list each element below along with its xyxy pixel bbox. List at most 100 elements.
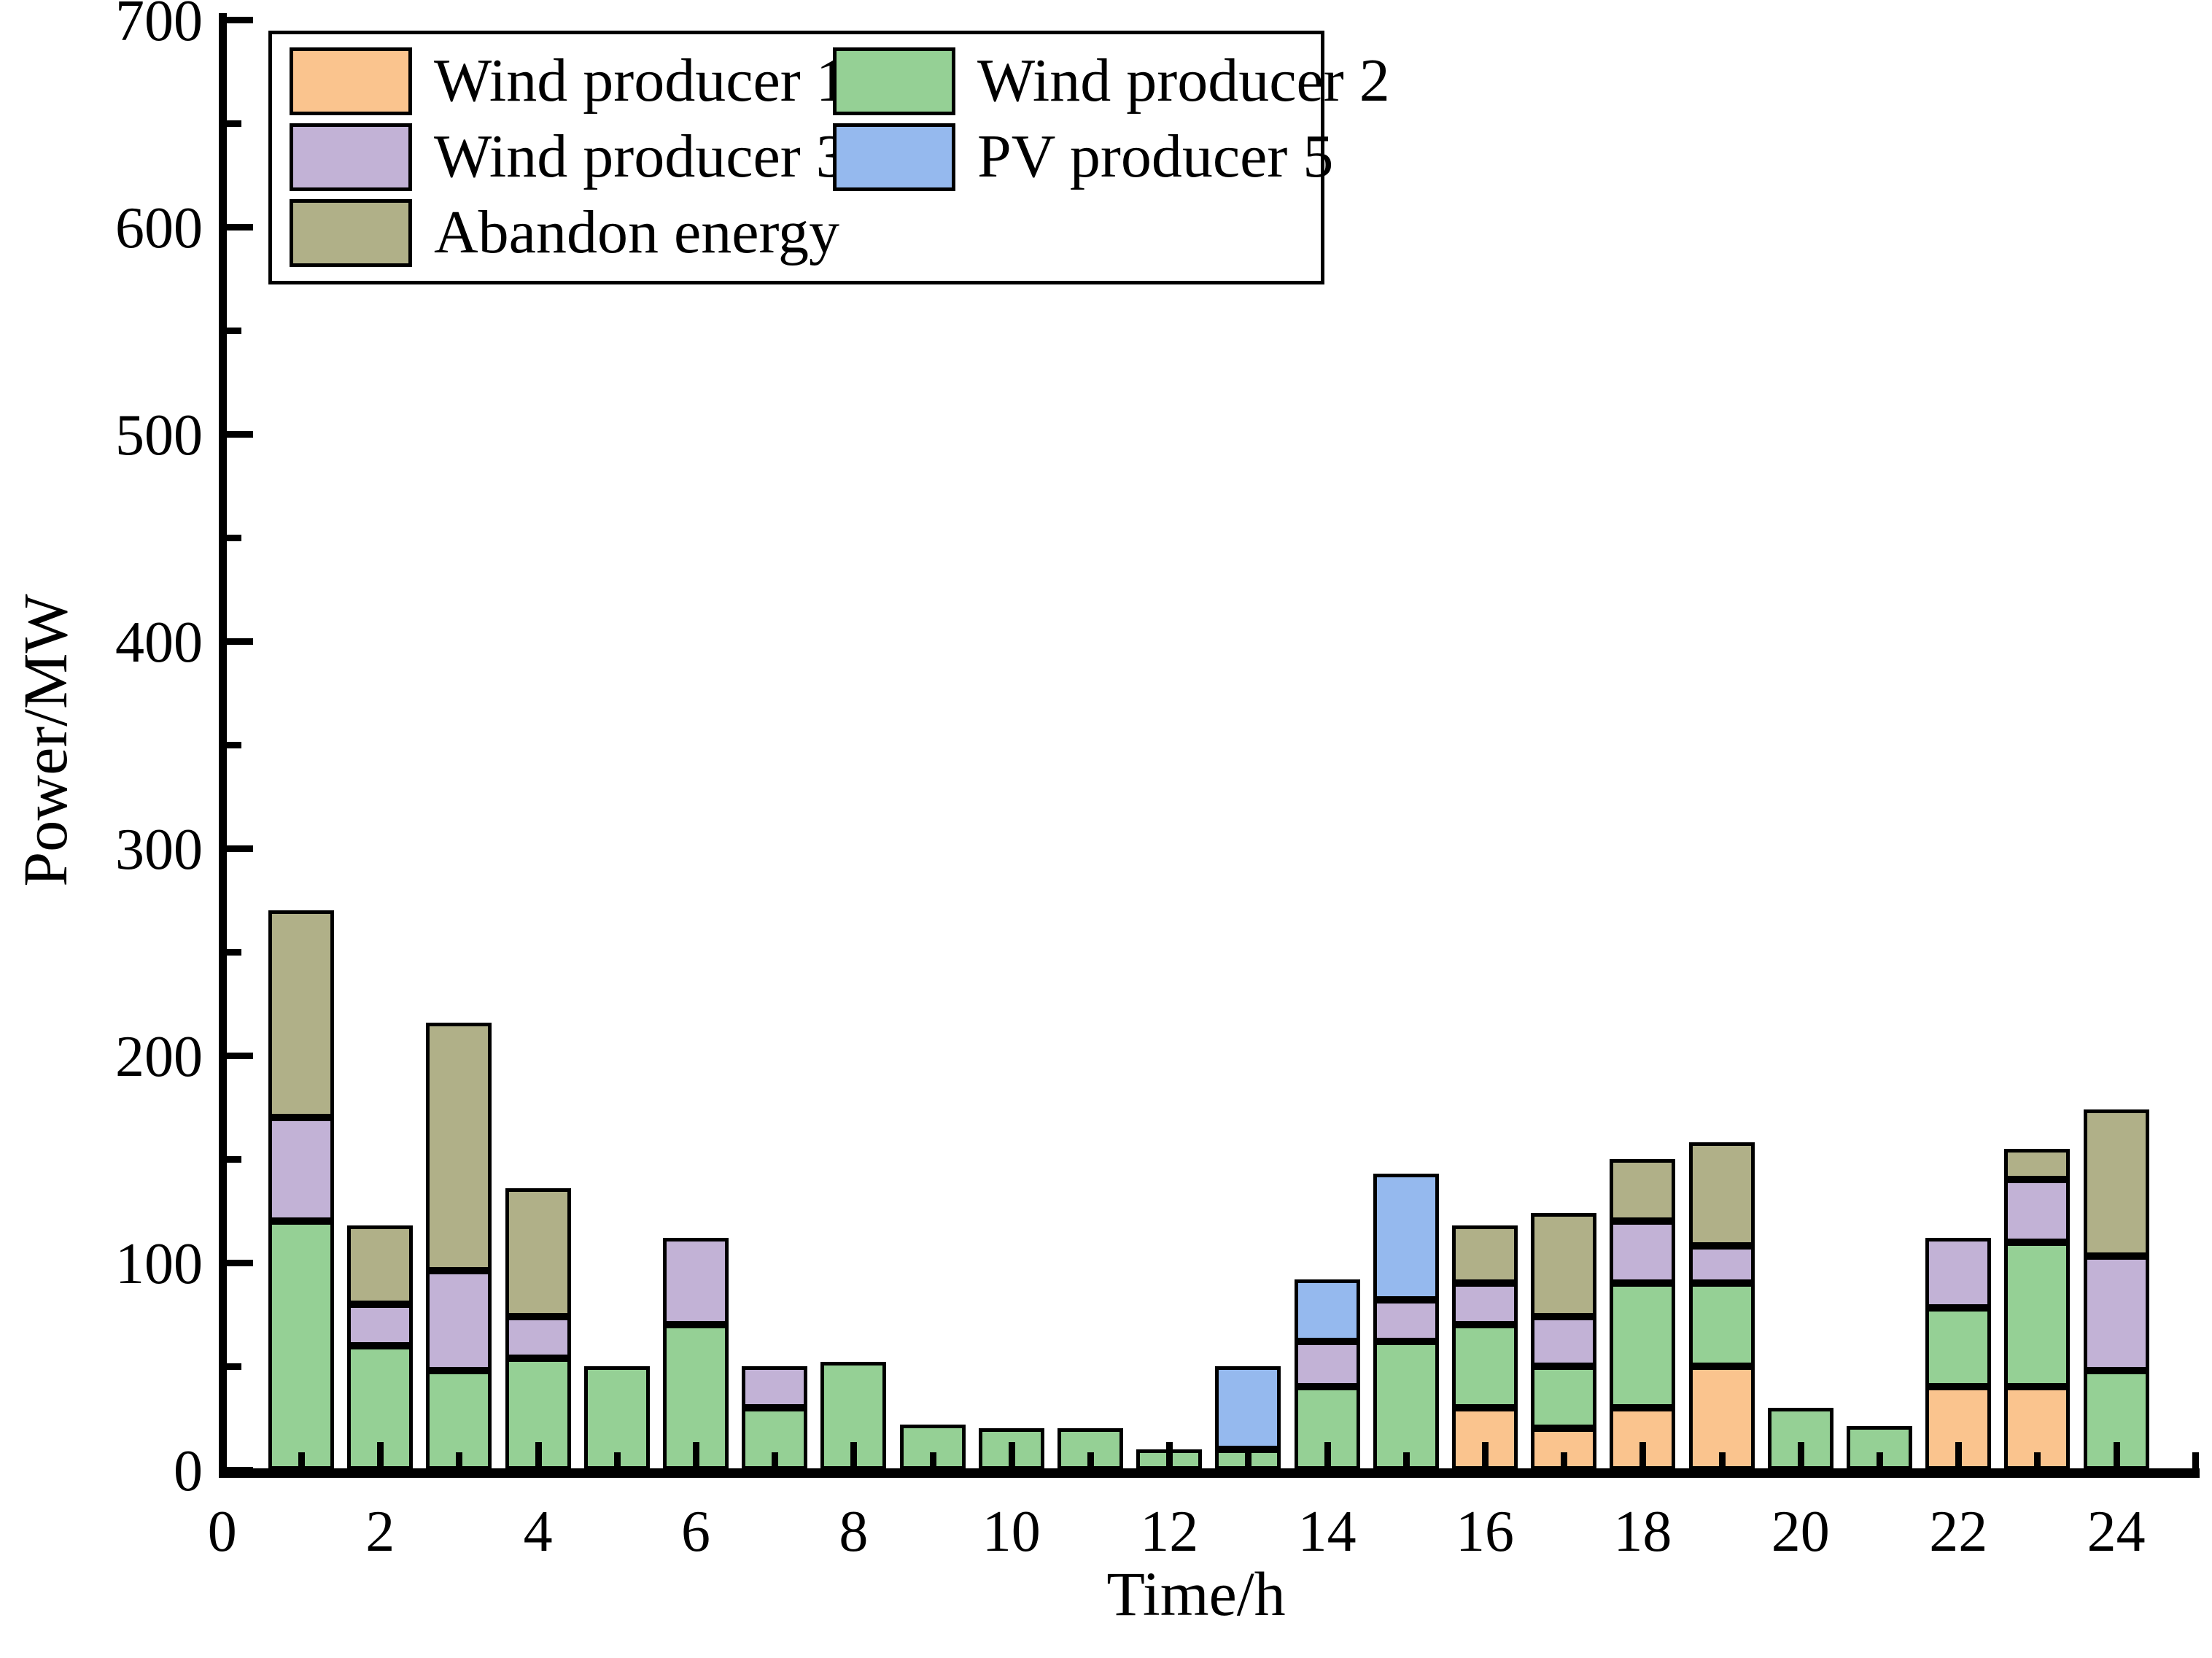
x-tick-label: 8 [839,1500,869,1564]
legend-label: PV producer 5 [977,123,1334,190]
x-tick [1955,1442,1963,1468]
bar-segment [426,1271,492,1371]
y-tick [227,1156,241,1163]
x-tick-label: 6 [681,1500,710,1564]
x-tick-label: 20 [1771,1500,1830,1564]
x-tick-label: 18 [1613,1500,1672,1564]
legend-label: Abandon energy [434,198,839,266]
bar-segment [1294,1341,1360,1387]
legend-item: Wind producer 1 [290,44,847,117]
x-tick [850,1442,858,1468]
x-tick [1877,1452,1883,1468]
x-tick [456,1452,463,1468]
legend-swatch-icon [833,123,955,191]
x-tick [535,1442,542,1468]
y-tick [227,1467,253,1473]
bar-segment [1531,1366,1597,1429]
bar-segment [1925,1308,1992,1387]
bar-segment [505,1316,571,1358]
x-tick [1245,1452,1252,1468]
x-tick [1324,1442,1331,1468]
bar-segment [1452,1325,1518,1408]
x-tick [298,1452,305,1468]
x-tick [929,1452,936,1468]
bar-segment [268,1117,334,1222]
bar-segment [2004,1241,2071,1387]
x-tick [1639,1442,1647,1468]
bar-segment [1452,1283,1518,1325]
bar-segment [1373,1341,1439,1470]
y-tick-label: 600 [115,196,203,260]
y-tick [227,742,241,748]
legend-swatch-icon [833,47,955,115]
x-tick [613,1452,621,1468]
y-tick-label: 400 [115,611,203,675]
x-tick-label: 16 [1456,1500,1514,1564]
y-tick [227,1260,253,1266]
legend-swatch-icon [290,123,412,191]
bar-segment [1610,1283,1676,1408]
y-tick [227,224,253,231]
bar-segment [1215,1366,1281,1449]
bar-segment [1452,1225,1518,1284]
legend-item: Wind producer 2 [833,44,1390,117]
y-tick [227,1053,253,1059]
legend-label: Wind producer 2 [977,47,1390,115]
y-tick [227,120,241,127]
bar-segment [505,1188,571,1317]
bar-segment [663,1237,729,1325]
bar-segment [2083,1256,2149,1371]
y-tick [227,638,253,645]
bar-segment [2004,1179,2071,1242]
legend-swatch-icon [290,47,412,115]
x-tick-label: 12 [1140,1500,1199,1564]
x-tick [693,1442,699,1468]
x-tick [1402,1452,1410,1468]
bar-segment [1688,1283,1755,1366]
x-tick-label: 0 [207,1500,237,1564]
x-axis-spine [219,1468,2200,1478]
x-tick-label: 2 [365,1500,395,1564]
x-tick [2192,1452,2199,1468]
y-tick [227,949,241,956]
y-tick-label: 500 [115,403,203,468]
y-tick [227,431,253,438]
x-tick [2034,1452,2041,1468]
x-tick [772,1452,779,1468]
bar-segment [1610,1221,1676,1284]
bar-segment [1531,1212,1597,1317]
legend-item: Abandon energy [290,196,839,269]
y-tick-label: 100 [115,1232,203,1296]
legend-label: Wind producer 1 [434,47,847,115]
y-tick [227,535,241,541]
bar-segment [268,1221,334,1470]
x-tick [1561,1452,1568,1468]
y-tick [227,845,253,852]
x-tick [1166,1442,1173,1468]
x-tick [1718,1452,1726,1468]
x-tick-label: 24 [2087,1500,2146,1564]
legend-item: PV producer 5 [833,120,1390,193]
y-axis-spine [219,13,227,1478]
y-tick-label: 300 [115,818,203,882]
x-tick [2113,1442,2120,1468]
y-tick [227,328,241,334]
legend-swatch-icon [290,198,412,267]
x-tick [377,1442,384,1468]
bar-segment [1373,1300,1439,1341]
bar-segment [1531,1316,1597,1366]
bar-segment [1688,1142,1755,1247]
x-tick [219,1442,226,1468]
bar-segment [1925,1237,1992,1309]
bar-segment [347,1303,414,1346]
bar-segment [742,1366,808,1408]
y-tick-label: 0 [174,1439,203,1503]
x-tick-label: 14 [1297,1500,1357,1564]
bar-segment [268,910,334,1118]
legend: Wind producer 1 Wind producer 2 Wind produ… [268,31,1390,284]
legend-label: Wind producer 3 [434,123,847,190]
bar-segment [1373,1173,1439,1301]
bar-segment [1294,1279,1360,1341]
x-tick [1087,1452,1094,1468]
